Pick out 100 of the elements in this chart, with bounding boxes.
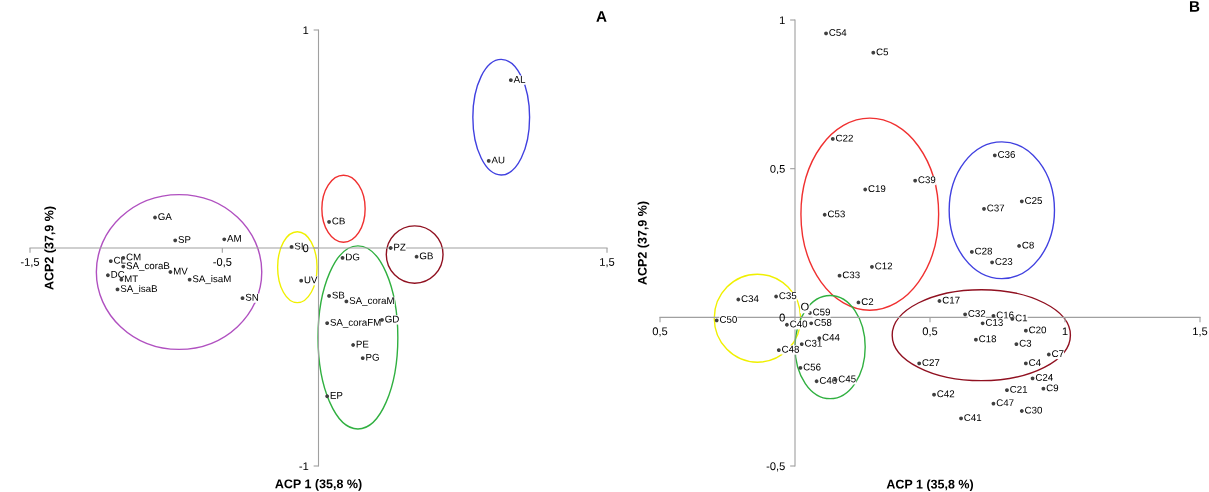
data-label: SA_coraFM <box>330 318 381 328</box>
x-axis-title: ACP 1 (35,8 %) <box>886 479 974 492</box>
data-label: GD <box>385 315 399 323</box>
point <box>351 343 356 347</box>
point <box>1046 352 1051 357</box>
point <box>508 78 513 83</box>
point <box>344 299 349 304</box>
point <box>1019 409 1024 413</box>
y-tick-label: -0,5 <box>766 462 785 472</box>
data-label: C21 <box>1010 385 1028 393</box>
data-label: C42 <box>937 390 955 398</box>
point <box>105 273 110 278</box>
point <box>932 392 936 397</box>
y-tick-label: 1 <box>779 16 785 25</box>
data-label: C37 <box>987 204 1005 212</box>
x-tick-label: 1,5 <box>1193 327 1208 337</box>
data-label: CB <box>332 217 345 225</box>
data-label: AL <box>513 75 526 83</box>
point <box>798 365 803 370</box>
point <box>222 237 227 242</box>
point <box>963 312 967 317</box>
data-label: C53 <box>827 210 845 218</box>
point <box>486 158 491 163</box>
point <box>980 321 985 326</box>
point <box>917 361 922 366</box>
point <box>108 259 113 263</box>
point <box>1023 361 1028 366</box>
point <box>325 394 330 399</box>
point <box>974 337 978 342</box>
point <box>913 178 918 183</box>
data-label: C27 <box>922 359 940 367</box>
point <box>824 31 828 36</box>
point <box>1041 386 1046 391</box>
data-label: C36 <box>998 151 1015 158</box>
data-label: AM <box>227 235 241 242</box>
point <box>959 416 963 421</box>
data-label: C1 <box>1015 314 1028 322</box>
point <box>736 297 741 302</box>
point <box>1014 342 1019 346</box>
data-label: MV <box>173 267 188 275</box>
x-tick-label: 0,5 <box>922 327 938 337</box>
point <box>327 219 331 224</box>
data-label: C2 <box>861 298 874 306</box>
data-label: C5 <box>876 48 889 56</box>
data-label: DG <box>346 253 360 261</box>
point <box>360 356 365 360</box>
data-label: C35 <box>779 292 797 300</box>
data-label: C25 <box>1025 197 1043 204</box>
data-label: SA_coraM <box>349 297 394 306</box>
point <box>870 264 874 269</box>
data-label: C3 <box>1019 339 1032 347</box>
point <box>173 238 178 243</box>
point <box>837 273 842 278</box>
point <box>776 348 781 352</box>
point <box>871 50 876 55</box>
point <box>982 206 986 211</box>
point <box>325 321 330 326</box>
x-tick-label: -1,5 <box>20 258 40 268</box>
data-label: C47 <box>996 399 1014 407</box>
data-label: C54 <box>829 29 847 36</box>
data-label: C58 <box>814 319 832 326</box>
point <box>991 401 996 406</box>
point <box>1005 388 1009 393</box>
data-label: C44 <box>822 333 840 341</box>
data-label: CL <box>114 256 126 264</box>
data-label: C33 <box>842 271 860 279</box>
data-label: C12 <box>875 262 893 270</box>
point <box>1030 376 1035 381</box>
point <box>937 299 942 303</box>
x-tick-label: -0,5 <box>213 258 232 268</box>
data-label: C7 <box>1052 350 1064 358</box>
point <box>863 187 868 192</box>
point <box>785 322 789 327</box>
data-label: C56 <box>803 363 821 371</box>
point <box>289 245 294 249</box>
point <box>774 294 778 299</box>
y-tick-label: 0 <box>779 313 785 322</box>
y-tick-label: -1 <box>299 462 309 471</box>
data-label: SB <box>332 291 345 299</box>
data-label: C50 <box>719 316 737 323</box>
chart-title: A <box>596 11 607 22</box>
data-label: C46 <box>819 376 837 384</box>
chart-title: B <box>1189 1 1200 12</box>
annotation: O <box>801 302 809 311</box>
y-tick-label: 0 <box>303 244 309 253</box>
data-label: GB <box>419 252 433 260</box>
point <box>414 254 419 259</box>
data-label: C19 <box>868 185 886 193</box>
point <box>388 246 393 250</box>
point <box>168 270 173 274</box>
data-label: C32 <box>968 310 986 317</box>
data-label: C31 <box>805 339 822 347</box>
point <box>814 379 819 384</box>
point <box>830 137 835 141</box>
data-label: C13 <box>985 319 1003 326</box>
data-label: C30 <box>1025 406 1043 414</box>
data-label: C24 <box>1035 374 1053 381</box>
data-label: C8 <box>1022 241 1034 249</box>
x-tick-label: 1 <box>1062 327 1068 336</box>
data-label: C22 <box>836 134 853 142</box>
